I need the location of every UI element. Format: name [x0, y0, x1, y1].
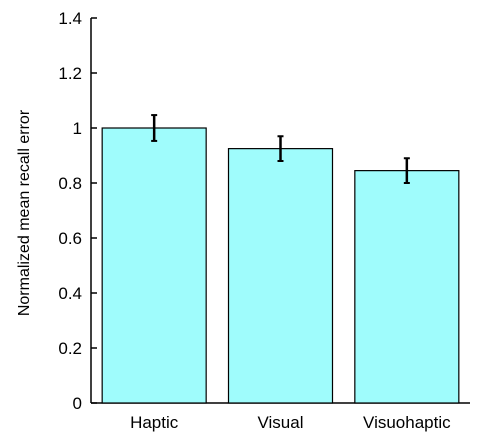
bar-visual: [227, 148, 334, 404]
y-tick-label: 1: [73, 119, 82, 138]
y-tick-label: 0.6: [58, 229, 82, 248]
bar-visuohaptic: [354, 170, 460, 404]
bar-haptic: [101, 127, 207, 404]
y-tick-label: 0.4: [58, 284, 82, 303]
y-tick-label: 0.8: [58, 174, 82, 193]
y-tick-label: 1.2: [58, 64, 82, 83]
y-tick-label: 1.4: [58, 9, 82, 28]
plot-area: 0 0.2 0.4 0.6 0.8 1 1.2 1.4 Haptic Visual Visuohap…: [58, 9, 470, 432]
y-axis-title: Normalized mean recall error: [16, 109, 33, 316]
x-tick-label: Haptic: [130, 413, 179, 432]
y-tick-label: 0.2: [58, 339, 82, 358]
x-tick-label: Visual: [258, 413, 304, 432]
y-tick-label: 0: [73, 394, 82, 413]
x-tick-label: Visuohaptic: [363, 413, 451, 432]
